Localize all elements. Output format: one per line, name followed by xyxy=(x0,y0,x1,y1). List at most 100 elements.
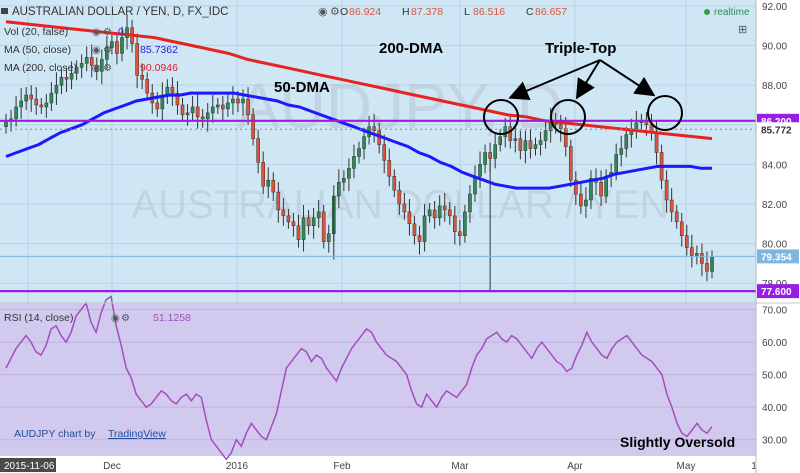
candle[interactable] xyxy=(105,35,109,70)
candle[interactable] xyxy=(437,195,442,226)
candle[interactable] xyxy=(190,96,195,121)
candle[interactable] xyxy=(523,130,528,164)
candle[interactable] xyxy=(256,129,260,174)
candle[interactable] xyxy=(518,130,523,160)
candle[interactable] xyxy=(447,202,452,225)
candle[interactable] xyxy=(483,144,487,174)
candle[interactable] xyxy=(271,172,276,202)
candle[interactable] xyxy=(387,148,392,187)
candle[interactable] xyxy=(442,193,447,222)
candle[interactable] xyxy=(306,209,311,235)
candle[interactable] xyxy=(110,34,114,55)
candle[interactable] xyxy=(276,182,281,223)
candle[interactable] xyxy=(568,139,573,188)
candle[interactable] xyxy=(397,181,402,215)
indicator-settings-icon[interactable]: ⚙ xyxy=(103,27,112,38)
candle[interactable] xyxy=(316,200,321,228)
candle[interactable] xyxy=(392,169,397,198)
candle[interactable] xyxy=(266,167,271,199)
candle[interactable] xyxy=(558,114,563,142)
candle[interactable] xyxy=(200,108,205,128)
candle[interactable] xyxy=(89,44,94,78)
candle[interactable] xyxy=(94,57,99,81)
compare-icon[interactable]: ⊞ xyxy=(738,24,747,36)
candle[interactable] xyxy=(291,212,296,237)
footer-brand-link[interactable]: TradingView xyxy=(108,428,166,440)
candle[interactable] xyxy=(432,201,437,229)
candle[interactable] xyxy=(478,151,482,189)
rsi-pane[interactable] xyxy=(0,303,756,456)
candle[interactable] xyxy=(39,98,44,114)
candle[interactable] xyxy=(407,199,412,236)
candle[interactable] xyxy=(337,169,341,208)
candle[interactable] xyxy=(301,204,306,252)
candle[interactable] xyxy=(412,215,417,245)
candle[interactable] xyxy=(311,207,316,239)
candle[interactable] xyxy=(664,170,669,213)
collapse-icon[interactable] xyxy=(1,8,8,14)
indicator-eye-icon[interactable]: ◉ xyxy=(92,45,101,56)
candle[interactable] xyxy=(422,203,427,252)
indicator-eye-icon[interactable]: ◉ xyxy=(92,63,101,74)
candle[interactable] xyxy=(543,119,548,149)
candle[interactable] xyxy=(180,98,185,122)
candle[interactable] xyxy=(74,60,79,81)
candle[interactable] xyxy=(579,183,583,214)
rsi-eye-icon[interactable]: ◉ xyxy=(111,313,120,324)
candle[interactable] xyxy=(125,14,129,50)
candle[interactable] xyxy=(205,102,210,132)
candle[interactable] xyxy=(538,131,543,156)
candle[interactable] xyxy=(684,224,689,256)
candle[interactable] xyxy=(261,151,265,195)
candle[interactable] xyxy=(69,61,74,90)
candle[interactable] xyxy=(215,98,220,114)
candle[interactable] xyxy=(326,224,331,253)
candle[interactable] xyxy=(528,128,533,159)
candle[interactable] xyxy=(493,132,497,169)
candle[interactable] xyxy=(710,250,714,279)
candle[interactable] xyxy=(599,170,603,206)
rsi-settings-icon[interactable]: ⚙ xyxy=(121,313,130,324)
settings-gear-icon[interactable]: ⚙ xyxy=(330,6,340,18)
candle[interactable] xyxy=(100,49,104,85)
candle[interactable] xyxy=(226,92,230,117)
candle[interactable] xyxy=(79,54,84,79)
candle[interactable] xyxy=(195,94,200,129)
candle[interactable] xyxy=(695,245,699,265)
candle[interactable] xyxy=(281,198,286,226)
candle[interactable] xyxy=(145,72,150,101)
candle[interactable] xyxy=(44,94,49,118)
candle[interactable] xyxy=(382,134,387,174)
candle[interactable] xyxy=(231,86,235,115)
candle[interactable] xyxy=(468,185,472,223)
candle[interactable] xyxy=(185,103,190,126)
candle[interactable] xyxy=(342,170,346,192)
indicator-settings-icon[interactable]: ⚙ xyxy=(103,63,112,74)
candle[interactable] xyxy=(679,212,684,247)
candle[interactable] xyxy=(463,204,467,243)
candle[interactable] xyxy=(453,205,457,245)
candle[interactable] xyxy=(246,87,250,125)
candle[interactable] xyxy=(690,234,694,268)
candle[interactable] xyxy=(296,214,301,248)
candle[interactable] xyxy=(210,95,215,123)
candle[interactable] xyxy=(357,141,361,164)
candle[interactable] xyxy=(64,67,69,93)
candle[interactable] xyxy=(34,87,39,115)
indicator-settings-icon[interactable]: ⚙ xyxy=(103,45,112,56)
candle[interactable] xyxy=(533,137,538,156)
candle[interactable] xyxy=(634,110,639,139)
candle[interactable] xyxy=(589,170,593,209)
visibility-eye-icon[interactable]: ◉ xyxy=(318,6,328,18)
candlestick-series[interactable] xyxy=(4,14,714,292)
candle[interactable] xyxy=(24,87,28,110)
candle[interactable] xyxy=(362,127,366,160)
candle[interactable] xyxy=(84,46,89,72)
candle[interactable] xyxy=(140,63,144,90)
candle[interactable] xyxy=(624,126,629,158)
candle[interactable] xyxy=(700,243,704,277)
candle[interactable] xyxy=(352,144,356,179)
indicator-eye-icon[interactable]: ◉ xyxy=(92,27,101,38)
candle[interactable] xyxy=(674,204,679,229)
candle[interactable] xyxy=(19,88,23,119)
